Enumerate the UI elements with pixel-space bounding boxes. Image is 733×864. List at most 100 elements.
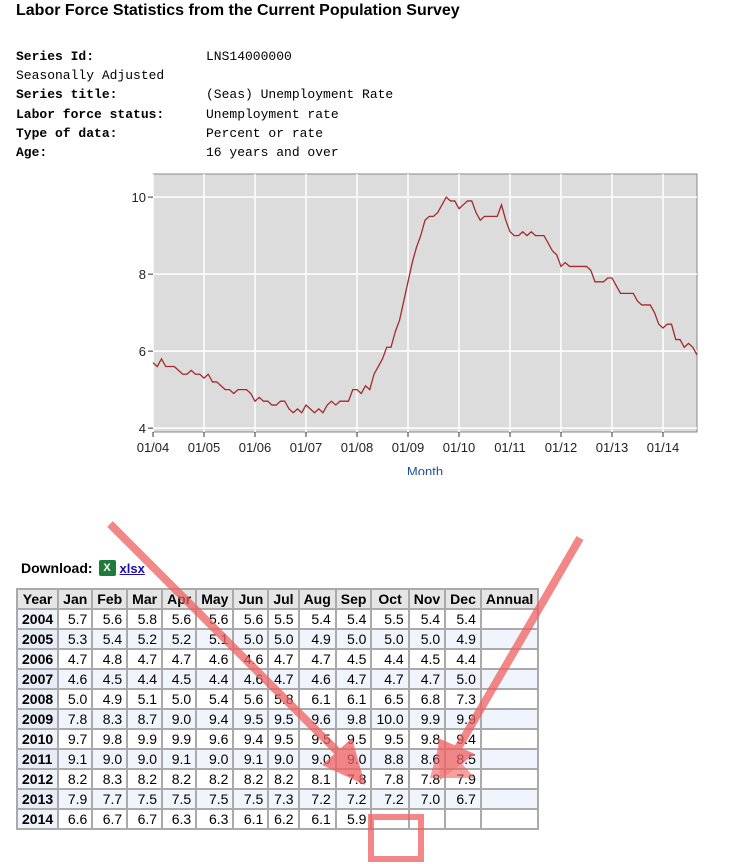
table-row: 2007 4.6 4.5 4.4 4.5 4.4 4.6 4.7 4.6 4.7 4.7 4.7 5.0: [15, 668, 540, 690]
meta-value: 16 years and over: [206, 145, 339, 161]
table-row: 2005 5.3 5.4 5.2 5.2 5.1 5.0 5.0 4.9 5.0 5.0 5.0 4.9: [15, 628, 540, 650]
year-cell: 2014: [15, 808, 60, 830]
value-cell: 7.8: [370, 768, 410, 790]
value-cell: 9.9: [161, 728, 198, 750]
meta-row: Age: 16 years and over: [16, 143, 393, 162]
value-cell: 9.8: [407, 728, 447, 750]
table-row: 2006 4.7 4.8 4.7 4.7 4.6 4.6 4.7 4.7 4.5 4.4 4.5 4.4: [15, 648, 540, 670]
value-cell: 8.7: [126, 708, 164, 730]
value-cell: 5.5: [267, 608, 300, 630]
value-cell: 4.9: [297, 628, 337, 650]
y-tick-label: 4: [139, 421, 146, 436]
meta-key: Age:: [16, 145, 48, 161]
value-cell: 5.4: [297, 608, 337, 630]
value-cell: 9.9: [407, 708, 447, 730]
value-cell: 5.0: [267, 628, 300, 650]
value-cell: 6.1: [232, 808, 270, 830]
table-row: 2004 5.7 5.6 5.8 5.6 5.6 5.6 5.5 5.4 5.4 5.5 5.4 5.4: [15, 608, 540, 630]
column-header: Annual: [479, 588, 540, 610]
value-cell: 9.0: [334, 748, 373, 770]
year-cell: 2012: [15, 768, 60, 790]
value-cell: 10.0: [370, 708, 410, 730]
value-cell: 4.5: [334, 648, 373, 670]
value-cell: 5.8: [126, 608, 164, 630]
value-cell: 4.9: [444, 628, 482, 650]
value-cell: 6.1: [297, 688, 337, 710]
value-cell: [479, 668, 540, 690]
value-cell: [479, 688, 540, 710]
value-cell: 5.4: [195, 688, 235, 710]
value-cell: 8.5: [444, 748, 482, 770]
value-cell: 4.7: [126, 648, 164, 670]
value-cell: 5.4: [407, 608, 447, 630]
x-tick-label: 01/05: [188, 440, 221, 455]
value-cell: 9.0: [267, 748, 300, 770]
value-cell: [479, 648, 540, 670]
value-cell: 6.8: [407, 688, 447, 710]
year-cell: 2010: [15, 728, 60, 750]
value-cell: 6.3: [161, 808, 198, 830]
x-tick-label: 01/08: [341, 440, 374, 455]
value-cell: 7.8: [57, 708, 94, 730]
meta-row: Series Id: LNS14000000: [16, 47, 393, 66]
column-header: Sep: [334, 588, 373, 610]
value-cell: [479, 748, 540, 770]
table-row: 2011 9.1 9.0 9.0 9.1 9.0 9.1 9.0 9.0 9.0 8.8 8.6 8.5: [15, 748, 540, 770]
value-cell: 9.5: [297, 728, 337, 750]
column-header: Nov: [407, 588, 447, 610]
value-cell: 5.7: [57, 608, 94, 630]
value-cell: 4.4: [195, 668, 235, 690]
meta-value: (Seas) Unemployment Rate: [206, 87, 394, 103]
value-cell: 5.6: [232, 608, 270, 630]
download-label: Download:: [21, 560, 93, 576]
value-cell: 5.6: [91, 608, 129, 630]
value-cell: [444, 808, 482, 830]
column-header: Jan: [57, 588, 94, 610]
value-cell: 9.1: [232, 748, 270, 770]
download-row: Download: X xlsx: [21, 560, 145, 576]
value-cell: 6.7: [444, 788, 482, 810]
value-cell: 4.8: [91, 648, 129, 670]
value-cell: 5.0: [444, 668, 482, 690]
x-tick-label: 01/12: [545, 440, 578, 455]
value-cell: 9.9: [126, 728, 164, 750]
value-cell: 4.4: [444, 648, 482, 670]
value-cell: 8.8: [370, 748, 410, 770]
value-cell: 4.7: [334, 668, 373, 690]
x-tick-label: 01/14: [647, 440, 680, 455]
table-row: 2010 9.7 9.8 9.9 9.9 9.6 9.4 9.5 9.5 9.5 9.5 9.8 9.4: [15, 728, 540, 750]
column-header: May: [195, 588, 235, 610]
value-cell: 8.3: [91, 768, 129, 790]
xlsx-download-link[interactable]: xlsx: [119, 560, 145, 576]
value-cell: 9.9: [444, 708, 482, 730]
value-cell: 7.9: [444, 768, 482, 790]
year-cell: 2004: [15, 608, 60, 630]
table-row: 2013 7.9 7.7 7.5 7.5 7.5 7.5 7.3 7.2 7.2 7.2 7.0 6.7: [15, 788, 540, 810]
y-tick-label: 8: [139, 267, 146, 282]
value-cell: 5.0: [407, 628, 447, 650]
value-cell: 6.2: [267, 808, 300, 830]
excel-icon[interactable]: X: [98, 560, 116, 576]
value-cell: [479, 708, 540, 730]
y-tick-label: 10: [132, 190, 146, 205]
x-tick-label: 01/11: [494, 440, 526, 455]
meta-key: Series title:: [16, 87, 118, 103]
value-cell: 7.2: [297, 788, 337, 810]
table-row: 2012 8.2 8.3 8.2 8.2 8.2 8.2 8.2 8.1 7.8 7.8 7.8 7.9: [15, 768, 540, 790]
value-cell: 4.7: [370, 668, 410, 690]
meta-value: Unemployment rate: [206, 106, 339, 122]
value-cell: 4.6: [232, 648, 270, 670]
value-cell: 5.9: [334, 808, 373, 830]
x-tick-label: 01/13: [596, 440, 629, 455]
meta-row: Seasonally Adjusted: [16, 66, 393, 85]
value-cell: 9.7: [57, 728, 94, 750]
value-cell: 4.6: [232, 668, 270, 690]
value-cell: 9.1: [57, 748, 94, 770]
year-cell: 2011: [15, 748, 60, 770]
value-cell: 9.0: [195, 748, 235, 770]
value-cell: 4.4: [126, 668, 164, 690]
meta-key: Labor force status:: [16, 106, 165, 122]
unemployment-series-line: [152, 196, 698, 414]
column-header: Apr: [161, 588, 198, 610]
year-cell: 2008: [15, 688, 60, 710]
